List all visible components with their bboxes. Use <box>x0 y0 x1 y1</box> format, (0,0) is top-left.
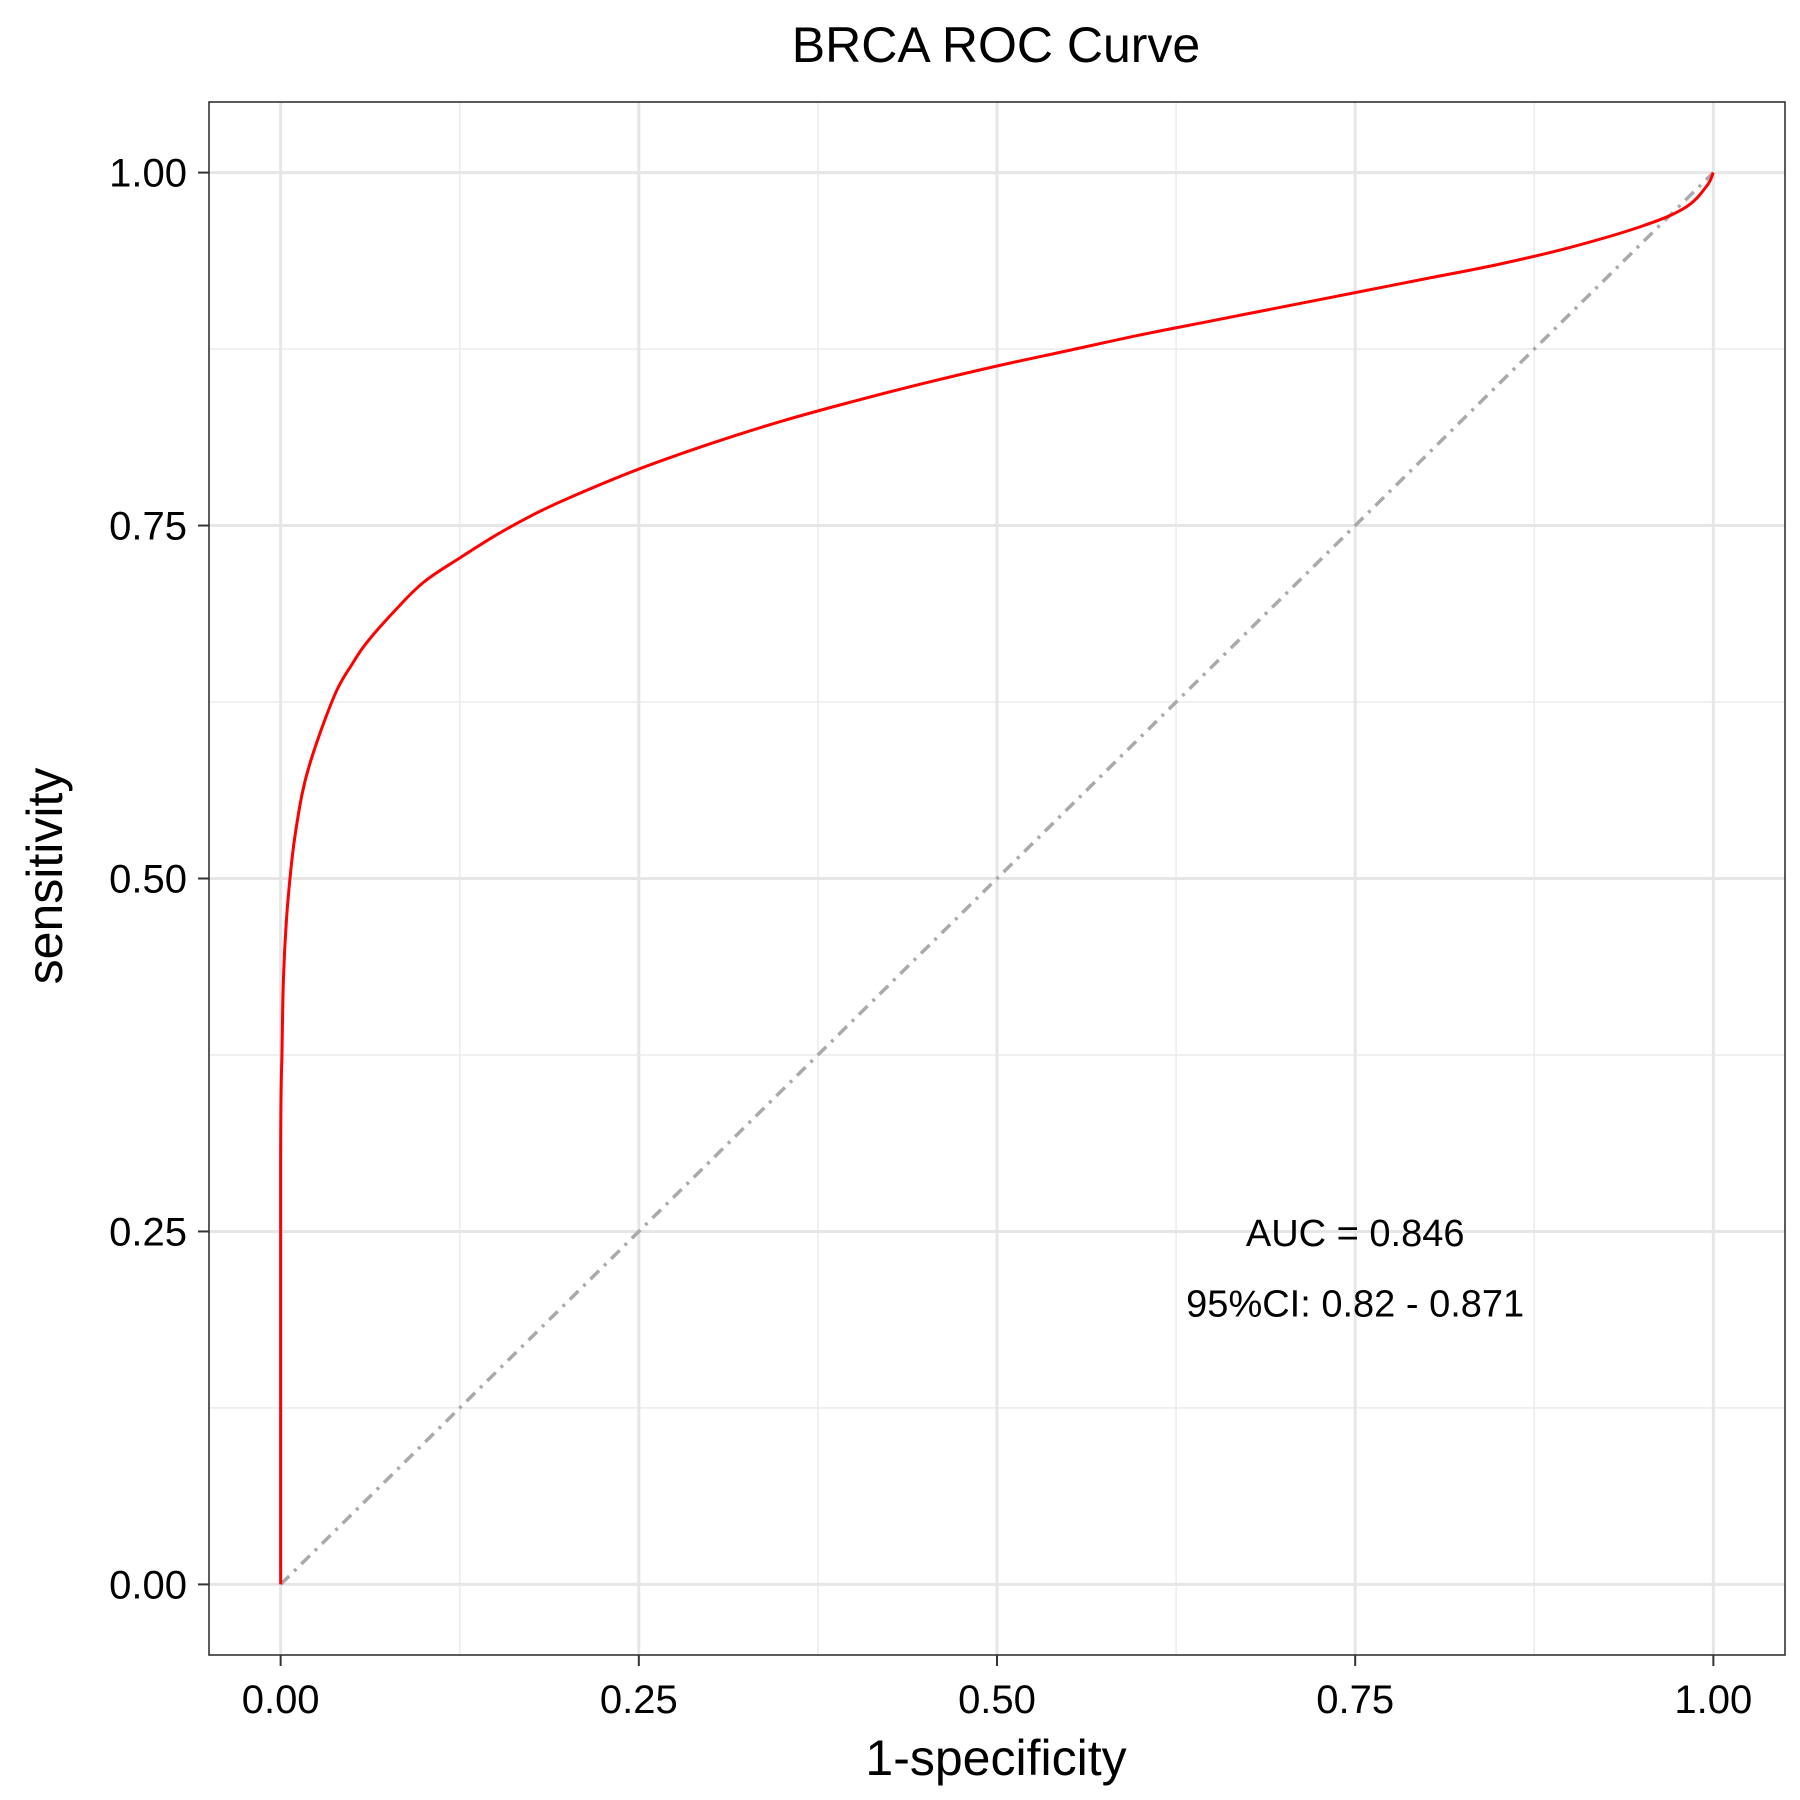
x-tick-label: 1.00 <box>1674 1678 1752 1722</box>
axis-ticks: 0.00 0.25 0.50 0.75 1.00 0.00 0.25 0.50 0.75 1.00 <box>109 152 1752 1722</box>
x-tick-label: 0.75 <box>1316 1678 1394 1722</box>
annotation-text: AUC = 0.846 <box>1246 1213 1465 1255</box>
reference-line-layer <box>279 171 1715 1586</box>
y-tick-label: 0.25 <box>109 1210 187 1254</box>
annotation-layer: AUC = 0.846 95%CI: 0.82 - 0.871 <box>1186 1213 1524 1326</box>
roc-curve-line <box>279 171 1715 1585</box>
chart-title: BRCA ROC Curve <box>792 17 1200 73</box>
y-tick-label: 0.50 <box>109 858 187 902</box>
series-layer <box>279 171 1715 1585</box>
x-tick-label: 0.00 <box>242 1678 320 1722</box>
y-tick-label: 0.00 <box>109 1563 187 1607</box>
x-tick-label: 0.50 <box>958 1678 1036 1722</box>
diagonal-reference-line <box>279 171 1715 1586</box>
x-axis-label: 1-specificity <box>865 1730 1126 1786</box>
grid-lines <box>209 102 1785 1655</box>
annotation-text: 95%CI: 0.82 - 0.871 <box>1186 1283 1524 1325</box>
y-axis-label: sensitivity <box>17 768 73 985</box>
y-tick-label: 0.75 <box>109 505 187 549</box>
y-tick-label: 1.00 <box>109 152 187 196</box>
x-tick-label: 0.25 <box>600 1678 678 1722</box>
